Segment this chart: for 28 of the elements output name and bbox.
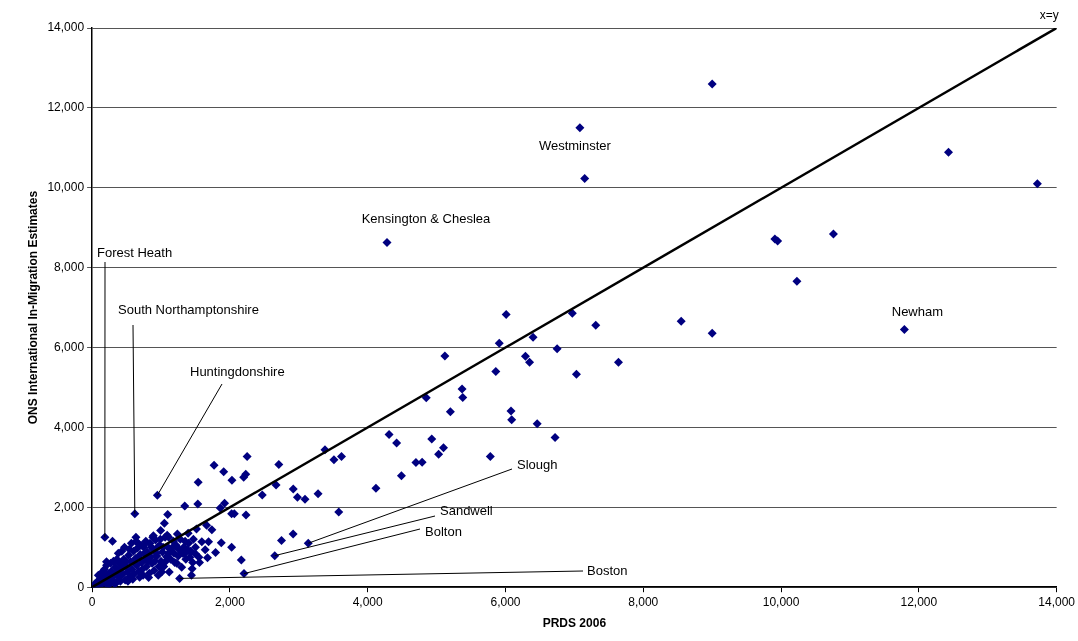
annotation: Huntingdonshire <box>190 363 285 379</box>
annotation: South Northamptonshire <box>118 301 259 317</box>
y-tick-label: 0 <box>77 579 85 594</box>
annotation: Bolton <box>425 523 462 539</box>
y-tick-label: 12,000 <box>47 100 85 115</box>
x-tick-label: 8,000 <box>628 594 659 609</box>
y-tick-label: 8,000 <box>54 259 85 274</box>
x-axis-title: PRDS 2006 <box>542 616 607 631</box>
x-tick-label: 6,000 <box>490 594 521 609</box>
annotation: Kensington & Cheslea <box>361 211 492 227</box>
annotation: Forest Heath <box>97 244 173 260</box>
x-tick-label: 0 <box>88 594 96 609</box>
x-tick-label: 12,000 <box>900 594 938 609</box>
y-tick-label: 10,000 <box>47 180 85 195</box>
y-tick-label: 2,000 <box>54 499 85 514</box>
y-tick-label: 14,000 <box>47 20 85 35</box>
annotation: Slough <box>517 456 558 472</box>
series-label: x=y <box>1039 8 1059 23</box>
x-tick-label: 14,000 <box>1038 594 1076 609</box>
x-tick-label: 4,000 <box>352 594 384 609</box>
y-tick-label: 4,000 <box>54 419 85 434</box>
x-tick-label: 10,000 <box>762 594 800 609</box>
annotation: Westminster <box>538 138 612 154</box>
y-axis-title: ONS International In-Migration Estimates <box>25 190 40 425</box>
annotation: Boston <box>587 562 628 578</box>
x-tick-label: 2,000 <box>214 594 246 609</box>
annotation: Newham <box>891 304 944 320</box>
y-tick-label: 6,000 <box>54 339 85 354</box>
